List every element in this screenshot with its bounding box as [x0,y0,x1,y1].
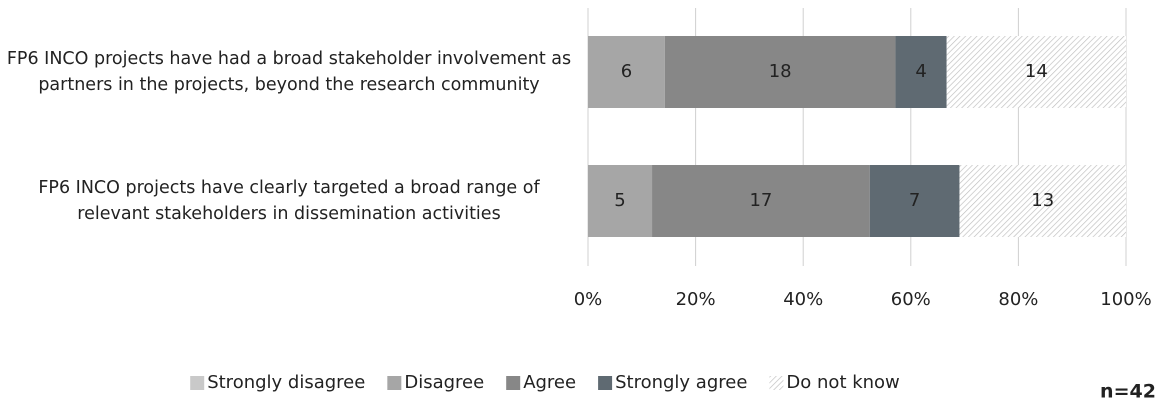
bar-segment [588,36,665,108]
legend-label: Do not know [786,372,899,393]
annotation: n=42 [1100,381,1156,403]
legend-swatch [769,376,784,390]
legend-label: Strongly agree [615,372,747,393]
bar-segment [895,36,947,108]
x-tick-label: 20% [676,289,716,310]
category-label: FP6 INCO projects have clearly targeted … [38,178,540,224]
data-label: 13 [1031,190,1054,211]
legend-swatch [506,376,521,390]
legend-label: Disagree [404,372,484,393]
x-tick-label: 60% [891,289,931,310]
bar-segment [869,165,960,237]
bar-segment [588,165,653,237]
legend-label: Agree [523,372,576,393]
bar-segment [959,165,1126,237]
x-tick-label: 40% [783,289,823,310]
data-label: 17 [749,190,772,211]
data-label: 7 [909,190,920,211]
legend-swatch [387,376,402,390]
data-label: 5 [614,190,625,211]
x-tick-label: 80% [998,289,1038,310]
data-label: 18 [769,61,792,82]
legend: Strongly disagree Disagree Agree Strongly a… [190,372,900,393]
x-tick-label: 100% [1100,289,1151,310]
x-tick-label: 0% [574,289,603,310]
data-label: 4 [915,61,926,82]
legend-swatch [190,376,205,390]
legend-label: Strongly disagree [207,372,365,393]
data-label: 6 [621,61,632,82]
bar-segment [652,165,870,237]
legend-swatch [598,376,613,390]
bar-segment [664,36,896,108]
bar-segment [946,36,1126,108]
data-label: 14 [1025,61,1048,82]
category-label: FP6 INCO projects have had a broad stake… [6,49,572,95]
